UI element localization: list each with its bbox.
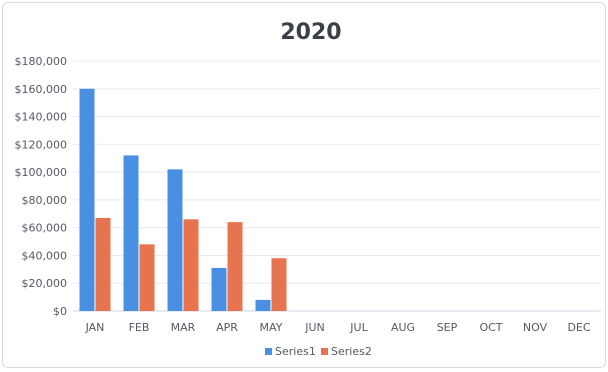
y-tick-label: $0 [53, 305, 67, 318]
y-tick-label: $20,000 [22, 277, 68, 290]
chart-container: 2020 $0 $20,000 $40,000 $60,000 $80,000 $100,… [2, 2, 606, 368]
legend-swatch-series2 [321, 348, 328, 355]
x-tick-label: NOV [523, 321, 548, 334]
bar-series2-jan [95, 217, 111, 311]
x-tick-label: SEP [437, 321, 458, 334]
bar-series1-apr [211, 267, 227, 311]
chart-title: 2020 [280, 20, 341, 45]
x-tick-label: JUL [349, 321, 368, 334]
bars [79, 88, 287, 312]
gridlines [73, 60, 601, 312]
x-tick-label: JUN [304, 321, 325, 334]
x-tick-label: MAY [260, 321, 283, 334]
bar-series1-may [255, 299, 271, 311]
legend: Series1 Series2 [265, 345, 372, 358]
y-tick-label: $100,000 [15, 166, 68, 179]
bar-series2-mar [183, 219, 199, 311]
bar-chart: 2020 $0 $20,000 $40,000 $60,000 $80,000 $100,… [15, 20, 601, 358]
bar-series2-apr [227, 222, 243, 311]
x-tick-label: JAN [85, 321, 105, 334]
x-tick-label: AUG [391, 321, 415, 334]
x-tick-label: MAR [171, 321, 196, 334]
y-tick-label: $40,000 [22, 249, 68, 262]
y-axis-ticks: $0 $20,000 $40,000 $60,000 $80,000 $100,000 $1… [15, 55, 68, 318]
x-tick-label: OCT [479, 321, 502, 334]
legend-label-series1: Series1 [275, 345, 316, 358]
y-tick-label: $120,000 [15, 138, 68, 151]
bar-series1-mar [167, 169, 183, 311]
y-tick-label: $160,000 [15, 83, 68, 96]
legend-label-series2: Series2 [331, 345, 372, 358]
bar-series2-feb [139, 244, 155, 311]
x-tick-label: APR [216, 321, 238, 334]
y-tick-label: $140,000 [15, 111, 68, 124]
bar-series1-jan [79, 88, 95, 312]
x-tick-label: DEC [567, 321, 590, 334]
bar-series1-feb [123, 155, 139, 311]
legend-swatch-series1 [265, 348, 272, 355]
y-tick-label: $60,000 [22, 222, 68, 235]
y-tick-label: $180,000 [15, 55, 68, 68]
bar-series2-may [271, 258, 287, 311]
x-axis-ticks: JAN FEB MAR APR MAY JUN JUL AUG SEP OCT NOV DEC [85, 321, 591, 334]
x-tick-label: FEB [129, 321, 150, 334]
y-tick-label: $80,000 [22, 194, 68, 207]
